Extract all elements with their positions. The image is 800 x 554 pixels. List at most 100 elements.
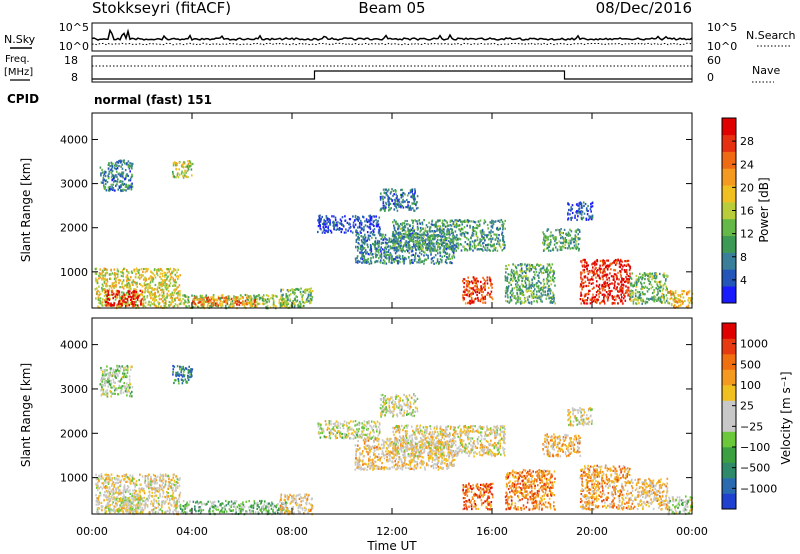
heatmap-cell	[532, 266, 534, 269]
heatmap-cell	[440, 241, 443, 244]
heatmap-cell	[598, 289, 600, 292]
heatmap-cell	[520, 267, 523, 270]
heatmap-cell	[115, 289, 118, 292]
heatmap-cell	[109, 185, 111, 188]
heatmap-cell	[587, 204, 589, 208]
heatmap-cell	[446, 233, 449, 236]
heatmap-cell	[401, 229, 404, 232]
heatmap-cell	[388, 259, 390, 262]
heatmap-cell	[483, 222, 485, 225]
heatmap-cell	[376, 260, 379, 263]
heatmap-cell	[678, 304, 680, 307]
heatmap-cell	[411, 232, 414, 235]
heatmap-cell	[589, 298, 592, 301]
heatmap-cell	[426, 234, 428, 237]
heatmap-cell	[586, 262, 588, 265]
heatmap-cell	[416, 222, 419, 225]
heatmap-cell	[222, 296, 225, 299]
heatmap-cell	[389, 202, 392, 205]
heatmap-cell	[527, 301, 530, 304]
heatmap-cell	[177, 275, 179, 278]
heatmap-cell	[291, 288, 293, 291]
heatmap-cell	[103, 268, 106, 271]
heatmap-cell	[120, 165, 122, 168]
heatmap-cell	[586, 302, 589, 305]
heatmap-cell	[378, 226, 381, 229]
heatmap-cell	[335, 224, 337, 227]
heatmap-cell	[596, 259, 598, 262]
heatmap-cell	[514, 264, 516, 267]
heatmap-cell	[635, 298, 638, 301]
heatmap-cell	[147, 290, 149, 293]
heatmap-cell	[491, 224, 494, 227]
heatmap-cell	[538, 290, 540, 293]
heatmap-cell	[378, 249, 380, 252]
heatmap-cell	[570, 230, 573, 233]
heatmap-cell	[427, 244, 430, 247]
heatmap-cell	[122, 160, 125, 164]
heatmap-cell	[122, 188, 124, 191]
heatmap-cell	[668, 291, 670, 294]
heatmap-cell	[606, 264, 608, 267]
heatmap-cell	[413, 200, 416, 203]
heatmap-cell	[472, 220, 475, 223]
heatmap-cell	[379, 198, 382, 201]
heatmap-cell	[632, 302, 635, 305]
heatmap-cell	[443, 219, 446, 222]
heatmap-cell	[126, 282, 129, 285]
heatmap-cell	[688, 301, 691, 304]
heatmap-cell	[338, 228, 340, 231]
heatmap-cell	[373, 215, 376, 218]
heatmap-cell	[370, 248, 373, 251]
heatmap-cell	[98, 301, 100, 304]
heatmap-cell	[173, 161, 176, 164]
heatmap-cell	[99, 276, 102, 279]
heatmap-cell	[288, 294, 291, 297]
heatmap-cell	[430, 261, 433, 264]
heatmap-cell	[111, 293, 113, 296]
heatmap-cell	[552, 301, 554, 304]
heatmap-cell	[430, 242, 433, 245]
heatmap-cell	[392, 259, 395, 262]
heatmap-cell	[505, 271, 507, 274]
heatmap-cell	[476, 285, 478, 289]
heatmap-cell	[179, 297, 181, 300]
heatmap-cell	[470, 237, 472, 240]
heatmap-cell	[657, 298, 660, 301]
heatmap-cell	[674, 291, 677, 295]
heatmap-cell	[194, 296, 196, 299]
heatmap-cell	[584, 280, 587, 283]
heatmap-cell	[111, 185, 113, 189]
heatmap-cell	[108, 296, 110, 299]
heatmap-cell	[115, 168, 117, 171]
heatmap-cell	[348, 222, 351, 225]
heatmap-cell	[451, 238, 454, 241]
heatmap-cell	[392, 221, 394, 224]
heatmap-cell	[655, 275, 658, 278]
heatmap-cell	[597, 274, 599, 277]
heatmap-cell	[569, 247, 572, 250]
heatmap-cell	[507, 285, 510, 288]
heatmap-cell	[449, 233, 451, 236]
heatmap-cell	[653, 274, 656, 277]
heatmap-cell	[486, 223, 489, 227]
heatmap-cell	[643, 286, 646, 289]
heatmap-cell	[271, 294, 274, 297]
heatmap-cell	[520, 268, 523, 271]
heatmap-cell	[554, 302, 556, 305]
heatmap-cell	[664, 301, 666, 304]
heatmap-cell	[601, 264, 604, 267]
heatmap-cell	[361, 227, 363, 230]
heatmap-cell	[284, 302, 286, 305]
heatmap-cell	[290, 293, 292, 296]
heatmap-cell	[285, 305, 287, 309]
heatmap-cell	[379, 254, 381, 257]
heatmap-cell	[544, 239, 546, 242]
heatmap-cell	[454, 238, 457, 241]
heatmap-cell	[215, 298, 217, 301]
heatmap-cell	[240, 301, 243, 304]
beam-title: Beam 05	[358, 0, 425, 17]
heatmap-cell	[641, 287, 643, 290]
heatmap-cell	[171, 272, 173, 275]
